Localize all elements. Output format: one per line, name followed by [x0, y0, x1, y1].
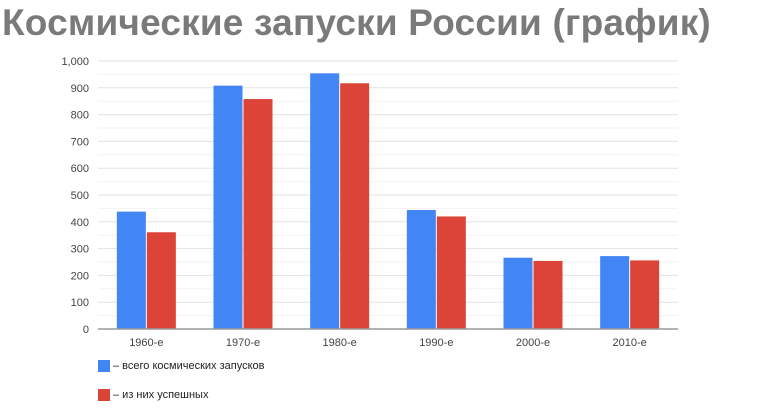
y-tick-label: 600 [71, 163, 89, 175]
bar-total [600, 256, 630, 329]
legend-swatch-successful [98, 389, 110, 401]
y-tick-label: 1,000 [61, 56, 89, 68]
legend-swatch-total [98, 360, 110, 372]
bar-total [310, 73, 340, 329]
bar-successful [340, 83, 370, 329]
legend-item-successful: – из них успешных [98, 389, 208, 401]
y-tick-label: 200 [71, 270, 89, 282]
bar-total [503, 257, 533, 329]
y-tick-label: 300 [71, 244, 89, 256]
bar-total [116, 211, 146, 329]
chart-title: Космические запуски России (график) [2, 2, 711, 43]
legend-label-successful: – из них успешных [113, 389, 209, 401]
legend-label-total: – всего космических запусков [113, 360, 265, 372]
y-tick-label: 400 [71, 217, 89, 229]
bar-successful [436, 216, 466, 329]
y-tick-label: 900 [71, 83, 89, 95]
bar-successful [146, 232, 176, 329]
y-tick-label: 500 [71, 190, 89, 202]
y-tick-label: 100 [71, 297, 89, 309]
bar-successful [630, 260, 660, 329]
y-tick-label: 700 [71, 136, 89, 148]
x-tick-label: 1960-е [129, 337, 163, 349]
x-tick-label: 2000-е [516, 337, 550, 349]
bar-successful [243, 99, 273, 329]
x-tick-label: 1980-е [323, 337, 357, 349]
x-tick-label: 1970-е [226, 337, 260, 349]
legend-item-total: – всего космических запусков [98, 360, 264, 372]
x-tick-label: 2010-е [613, 337, 647, 349]
bar-total [213, 85, 243, 329]
y-tick-label: 0 [83, 324, 89, 336]
bar-successful [533, 260, 563, 329]
y-tick-label: 800 [71, 110, 89, 122]
bar-total [406, 210, 436, 329]
x-tick-label: 1990-е [419, 337, 453, 349]
